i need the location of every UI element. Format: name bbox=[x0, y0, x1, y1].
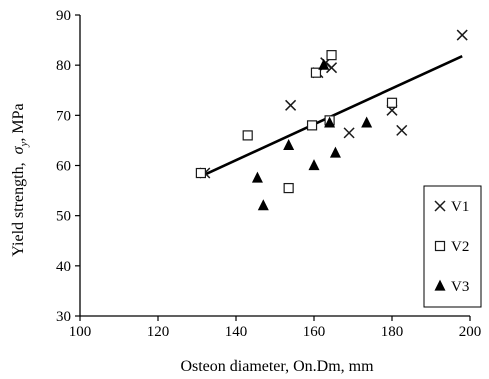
y-tick-label: 40 bbox=[56, 259, 71, 275]
legend-label-v2: V2 bbox=[451, 239, 469, 255]
data-point-v2 bbox=[242, 130, 253, 141]
tick-marks bbox=[75, 14, 471, 321]
axes bbox=[79, 15, 470, 317]
y-axis-title: Yield strength,σy, MPa bbox=[10, 103, 30, 256]
x-axis-title: Osteon diameter, On.Dm, mm bbox=[180, 358, 374, 375]
data-point-v3 bbox=[283, 139, 295, 151]
legend-marker-v1 bbox=[434, 200, 446, 212]
data-point-v3 bbox=[308, 159, 320, 171]
y-tick-label: 30 bbox=[56, 309, 71, 325]
legend-marker-v3 bbox=[434, 279, 446, 291]
data-point-v1 bbox=[456, 29, 468, 41]
y-tick-label: 80 bbox=[56, 58, 71, 74]
y-tick-label: 70 bbox=[56, 108, 71, 124]
series-v2 bbox=[195, 50, 398, 194]
data-point-v3 bbox=[361, 116, 373, 128]
tick-labels: 100 120 140 160 180 200 30 40 50 60 70 80 90 bbox=[56, 8, 481, 340]
legend: V1 V2 V3 bbox=[423, 185, 482, 308]
marker-stroke bbox=[285, 99, 297, 111]
data-point-v2 bbox=[326, 50, 337, 61]
x-tick-label: 200 bbox=[459, 324, 482, 340]
x-tick-label: 120 bbox=[147, 324, 170, 340]
marker-stroke bbox=[434, 200, 446, 212]
data-point-v2 bbox=[195, 167, 206, 179]
marker-stroke bbox=[343, 127, 355, 139]
data-points bbox=[195, 29, 468, 211]
x-tick-label: 140 bbox=[225, 324, 248, 340]
data-point-v1 bbox=[285, 99, 297, 111]
legend-label-v1: V1 bbox=[451, 199, 469, 215]
data-point-v2 bbox=[386, 97, 398, 108]
y-tick-label: 90 bbox=[56, 8, 71, 24]
legend-marker-v2 bbox=[434, 240, 446, 252]
data-point-v3 bbox=[318, 58, 330, 70]
x-tick-label: 160 bbox=[303, 324, 326, 340]
series-v3 bbox=[251, 58, 373, 211]
data-point-v3 bbox=[257, 199, 269, 211]
data-point-v2 bbox=[306, 120, 318, 131]
data-point-v1 bbox=[396, 124, 408, 136]
data-point-v2 bbox=[283, 182, 294, 194]
data-point-v3 bbox=[251, 171, 263, 183]
x-tick-label: 100 bbox=[69, 324, 92, 340]
y-tick-label: 50 bbox=[56, 209, 71, 225]
marker-stroke bbox=[326, 62, 338, 74]
data-point-v1 bbox=[326, 62, 338, 74]
legend-box bbox=[423, 185, 482, 308]
data-point-v3 bbox=[324, 116, 336, 128]
data-point-v2 bbox=[310, 67, 322, 78]
x-tick-label: 180 bbox=[381, 324, 404, 340]
data-point-v3 bbox=[329, 146, 341, 158]
y-tick-label: 60 bbox=[56, 159, 71, 175]
data-point-v1 bbox=[343, 127, 355, 139]
marker-stroke bbox=[396, 124, 408, 136]
legend-label-v3: V3 bbox=[451, 279, 469, 295]
marker-stroke bbox=[456, 29, 468, 41]
legend-items: V1 V2 V3 bbox=[434, 199, 469, 295]
